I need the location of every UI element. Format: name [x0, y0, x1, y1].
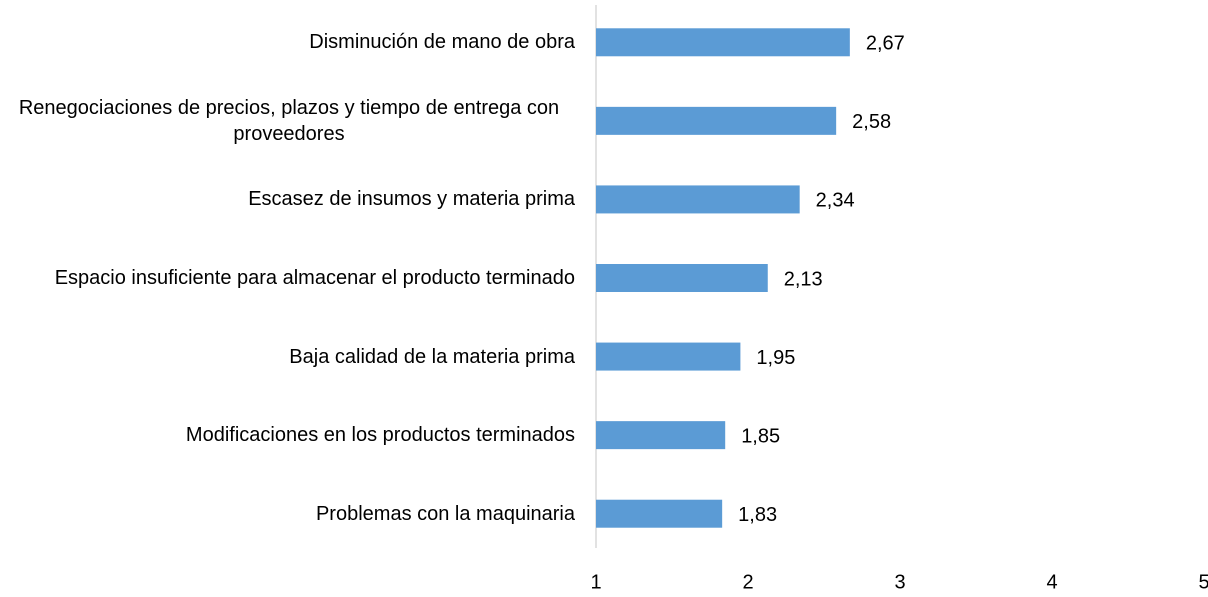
data-label: 1,83 — [738, 504, 777, 526]
bar — [596, 499, 723, 528]
bar — [596, 342, 741, 371]
bar — [596, 421, 726, 450]
data-label: 1,85 — [741, 425, 780, 447]
bar — [596, 106, 837, 135]
y-tick-label: Renegociaciones de precios, plazos y tie… — [18, 96, 560, 145]
bar — [596, 185, 800, 214]
y-tick-label: Modificaciones en los productos terminad… — [185, 424, 575, 447]
data-label: 2,34 — [816, 190, 855, 212]
y-tick-label: Espacio insuficiente para almacenar el p… — [54, 267, 575, 289]
x-tick-label: 1 — [590, 571, 601, 593]
x-tick-label: 5 — [1198, 571, 1208, 593]
data-label: 2,67 — [866, 33, 905, 55]
data-label: 1,95 — [756, 347, 795, 369]
bar — [596, 28, 850, 57]
y-tick-label: Problemas con la maquinaria — [315, 502, 575, 525]
y-tick-label: Baja calidad de la materia prima — [289, 345, 575, 368]
x-tick-label: 3 — [894, 571, 905, 593]
bar — [596, 264, 768, 292]
x-tick-label: 4 — [1046, 571, 1057, 593]
data-label: 2,58 — [852, 111, 891, 133]
data-label: 2,13 — [784, 268, 823, 290]
x-tick-label: 2 — [742, 571, 753, 593]
y-tick-label: Disminución de mano de obra — [309, 31, 575, 54]
y-tick-label: Escasez de insumos y materia prima — [248, 188, 575, 211]
